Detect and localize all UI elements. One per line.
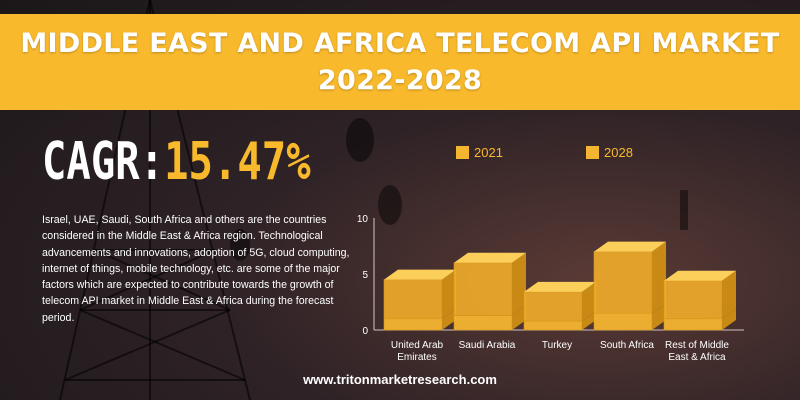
bar-2028-top — [524, 281, 596, 292]
bar-2021-side — [582, 311, 596, 330]
bar-2021-front — [453, 315, 513, 331]
title-line-2: 2022-2028 — [317, 65, 483, 96]
legend-label: 2028 — [604, 145, 633, 160]
bar-2028-side — [652, 241, 666, 314]
x-tick-label: South Africa — [600, 340, 654, 351]
y-tick-label: 5 — [362, 270, 368, 281]
x-tick-label: Turkey — [542, 340, 572, 351]
bar-2028-front — [523, 291, 583, 322]
x-tick-label: United Arab — [391, 340, 444, 351]
y-tick-label: 10 — [357, 214, 369, 225]
website-footer: www.tritonmarketresearch.com — [303, 372, 497, 387]
legend-swatch — [456, 146, 469, 159]
bar-2021-side — [722, 308, 736, 330]
x-tick-label: Emirates — [397, 352, 436, 363]
bar-2021-side — [442, 308, 456, 330]
bar-2028-top — [594, 241, 666, 252]
bar-2028-side — [722, 270, 736, 319]
y-tick-label: 0 — [362, 326, 368, 337]
bar-2021-front — [593, 312, 653, 331]
cagr-block: CAGR: 15.47% — [42, 132, 311, 196]
cagr-label: CAGR: — [42, 132, 165, 192]
bar-2028-side — [442, 269, 456, 319]
bar-2021-front — [523, 320, 583, 331]
bar-2021-front — [663, 318, 723, 331]
x-tick-label: Rest of Middle — [665, 340, 729, 351]
bar-2028-front — [593, 251, 653, 314]
x-tick-label: East & Africa — [668, 352, 726, 363]
bar-2028-front — [383, 279, 443, 320]
x-tick-label: Saudi Arabia — [459, 340, 516, 351]
bar-2028-top — [454, 252, 526, 263]
bar-2028-front — [663, 280, 723, 320]
bar-2028-front — [453, 262, 513, 316]
cagr-value: 15.47% — [164, 132, 311, 192]
legend-swatch — [586, 146, 599, 159]
bar-2021-side — [512, 305, 526, 330]
bar-2028-top — [384, 269, 456, 280]
bar-2021-front — [383, 318, 443, 331]
bar-2021-side — [652, 303, 666, 330]
legend-label: 2021 — [474, 145, 503, 160]
bar-2028-side — [582, 281, 596, 322]
title-line-1: MIDDLE EAST AND AFRICA TELECOM API MARKE… — [20, 28, 780, 59]
description-text: Israel, UAE, Saudi, South Africa and oth… — [42, 214, 350, 324]
bar-2028-side — [512, 252, 526, 316]
title-banner: MIDDLE EAST AND AFRICA TELECOM API MARKE… — [0, 14, 800, 110]
bar-2028-top — [664, 270, 736, 281]
